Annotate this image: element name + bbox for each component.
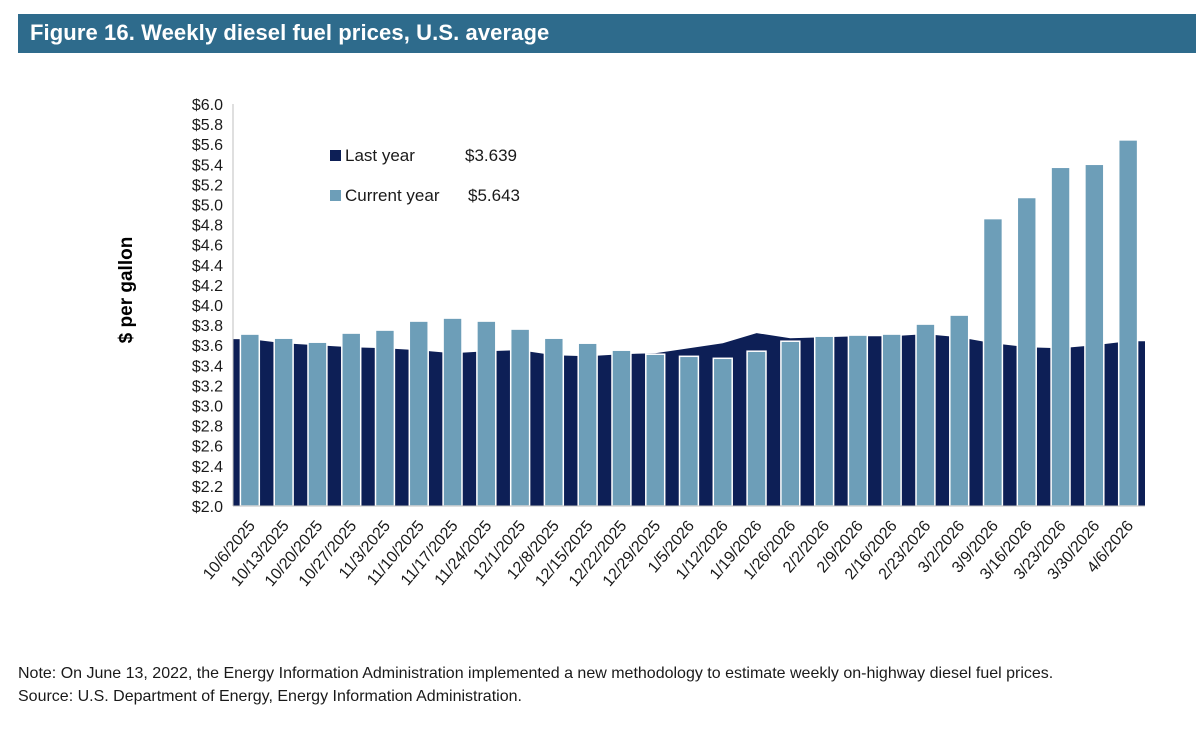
y-tick-label: $3.8 [192,318,223,335]
current-year-bar [1016,196,1037,507]
y-tick-label: $5.6 [192,137,223,154]
legend-swatch [330,150,341,161]
current-year-bar [949,314,970,507]
current-year-bar [881,333,902,507]
current-year-bar [476,320,497,507]
current-year-bar [1084,163,1105,507]
figure-title-bar: Figure 16. Weekly diesel fuel prices, U.… [18,14,1196,53]
current-year-bar [780,340,801,507]
diesel-price-chart: $2.0 $2.2 $2.4 $2.6 $2.8 $3.0 $3.2 $3.4 $3.6 $3.8… [116,97,1145,590]
current-year-bar [712,357,733,507]
y-tick-label: $4.2 [192,278,223,295]
current-year-bar [408,320,429,507]
y-tick-label: $2.8 [192,419,223,436]
y-tick-label: $2.4 [192,459,223,476]
current-year-bar [847,334,869,507]
source-note: Source: U.S. Department of Energy, Energ… [18,688,522,705]
legend-swatch [330,190,341,201]
current-year-bar [273,337,294,507]
current-year-bar [509,328,531,507]
y-tick-label: $4.0 [192,298,223,315]
y-tick-label: $2.6 [192,439,223,456]
y-tick-label: $5.2 [192,177,223,194]
legend-label: Last year [345,146,415,165]
y-tick-label: $5.0 [192,198,223,215]
y-tick-label: $2.2 [192,479,223,496]
methodology-note: Note: On June 13, 2022, the Energy Infor… [18,665,1054,682]
y-tick-label: $2.0 [192,499,223,516]
current-year-bar [1050,166,1071,507]
current-year-bar [982,217,1004,507]
y-tick-label: $3.6 [192,338,223,355]
current-year-bar [915,323,936,507]
y-tick-label: $5.4 [192,157,223,174]
legend-label: Current year [345,186,440,205]
y-tick-label: $4.4 [192,258,223,275]
current-year-bar [543,337,565,507]
current-year-bar [577,342,598,507]
y-tick-label: $3.0 [192,399,223,416]
y-tick-label: $3.2 [192,378,223,395]
current-year-bar [341,332,362,507]
current-year-bar [239,333,261,507]
current-year-bar [442,317,463,507]
y-tick-label: $5.8 [192,117,223,134]
y-tick-label: $3.4 [192,358,223,375]
current-year-bar [813,335,835,507]
current-year-bar [1117,139,1139,507]
y-tick-label: $4.6 [192,238,223,255]
current-year-bar [307,341,328,507]
current-year-bar [678,355,700,507]
current-year-bar [746,350,767,507]
y-axis-title: $ per gallon [116,237,137,344]
y-tick-label: $4.8 [192,218,223,235]
legend-value: $3.639 [465,146,517,165]
current-year-bar [374,329,396,507]
legend-value: $5.643 [468,186,520,205]
y-tick-label: $6.0 [192,97,223,114]
current-year-bar [611,349,632,507]
figure-title: Figure 16. Weekly diesel fuel prices, U.… [30,20,550,45]
current-year-bar [645,353,666,507]
footnote: Note: On June 13, 2022, the Energy Infor… [18,662,1053,708]
